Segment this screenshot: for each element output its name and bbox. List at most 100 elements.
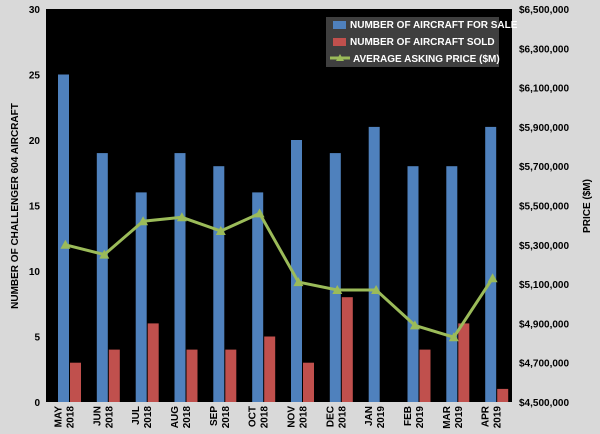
- price-marker: [60, 239, 71, 249]
- y2-tick-label: $6,100,000: [519, 84, 569, 95]
- y-tick-label: 5: [34, 333, 40, 344]
- legend-label-price: AVERAGE ASKING PRICE ($M): [353, 54, 500, 65]
- bar-for-sale: [407, 166, 419, 402]
- legend-box: [326, 17, 499, 67]
- bar-sold: [458, 323, 470, 402]
- bar-for-sale: [291, 140, 302, 402]
- y2-tick-label: $4,700,000: [519, 359, 569, 370]
- bar-for-sale: [96, 153, 108, 402]
- plot-area: [46, 9, 512, 402]
- x-tick-label: AUG 2018: [170, 406, 193, 429]
- bar-sold: [264, 336, 276, 402]
- x-tick-year: 2019: [493, 406, 504, 429]
- y2-tick-label: $5,100,000: [519, 280, 569, 291]
- price-marker: [254, 208, 265, 218]
- y2-tick-label: $6,300,000: [519, 44, 569, 55]
- x-tick-label: FEB 2019: [403, 406, 426, 429]
- x-tick-year: 2019: [454, 406, 465, 429]
- x-tick-label: OCT 2018: [248, 406, 271, 429]
- y2-tick-label: $5,900,000: [519, 123, 569, 134]
- legend-swatch-price-marker: [336, 54, 344, 61]
- x-tick-month: JUN: [92, 406, 103, 426]
- x-tick-month: FEB: [403, 406, 414, 426]
- y-axis-title: NUMBER OF CHALLENGER 604 AIRCRAFT: [10, 103, 21, 309]
- x-tick-year: 2018: [104, 406, 115, 429]
- x-tick-month: JUL: [131, 406, 142, 425]
- legend-swatch-sold: [333, 38, 346, 46]
- x-tick-label: JUN 2018: [92, 406, 115, 429]
- bar-sold: [108, 349, 120, 402]
- x-tick-label: APR 2019: [481, 405, 504, 428]
- bar-for-sale: [213, 166, 225, 402]
- x-tick-label: NOV 2018: [286, 406, 309, 429]
- x-tick-label: MAY 2018: [53, 406, 76, 429]
- x-tick-month: AUG: [170, 406, 181, 428]
- x-tick-year: 2018: [337, 406, 348, 429]
- price-marker: [332, 285, 343, 294]
- price-marker: [448, 332, 459, 342]
- price-marker: [371, 285, 382, 294]
- bar-for-sale: [58, 74, 69, 402]
- bar-for-sale: [446, 166, 458, 402]
- x-tick-year: 2019: [415, 406, 426, 429]
- x-tick-month: APR: [481, 405, 492, 427]
- bar-sold: [70, 362, 81, 402]
- y2-tick-label: $5,500,000: [519, 202, 569, 213]
- y-tick-label: 20: [29, 136, 41, 147]
- x-tick-label: JUL 2018: [131, 406, 154, 429]
- price-marker: [215, 226, 226, 235]
- bar-sold: [341, 297, 353, 402]
- y-tick-label: 0: [34, 398, 40, 409]
- legend-label-for-sale: NUMBER OF AIRCRAFT FOR SALE: [350, 20, 518, 31]
- y2-tick-label: $4,900,000: [519, 319, 569, 330]
- price-marker: [487, 273, 498, 283]
- x-tick-month: MAY: [53, 406, 64, 428]
- y-tick-label: 15: [29, 202, 41, 213]
- bar-for-sale: [174, 153, 186, 402]
- legend: NUMBER OF AIRCRAFT FOR SALE NUMBER OF AI…: [326, 17, 518, 67]
- x-tick-month: OCT: [248, 406, 259, 427]
- y-tick-label: 10: [29, 267, 41, 278]
- bar-for-sale: [252, 192, 264, 402]
- x-tick-month: DEC: [325, 406, 336, 427]
- bar-sold: [147, 323, 159, 402]
- x-tick-month: SEP: [209, 406, 220, 426]
- price-marker: [138, 216, 149, 226]
- y2-axis-title: PRICE ($M): [582, 179, 593, 233]
- x-tick-label: MAR 2019: [442, 405, 465, 429]
- bar-for-sale: [485, 126, 497, 403]
- legend-label-sold: NUMBER OF AIRCRAFT SOLD: [350, 37, 495, 48]
- x-tick-month: MAR: [442, 405, 453, 429]
- x-tick-label: SEP 2018: [209, 406, 232, 429]
- bar-sold: [186, 349, 198, 402]
- bar-sold: [419, 349, 431, 402]
- x-tick-month: JAN: [364, 406, 375, 426]
- bar-sold: [225, 349, 237, 402]
- bar-for-sale: [368, 126, 380, 403]
- price-marker: [176, 212, 187, 222]
- x-tick-month: NOV: [286, 406, 297, 428]
- legend-swatch-for-sale: [333, 21, 346, 29]
- x-tick-year: 2018: [260, 406, 271, 429]
- price-marker: [99, 249, 110, 259]
- x-tick-year: 2019: [376, 406, 387, 429]
- y2-tick-label: $5,300,000: [519, 241, 569, 252]
- bar-for-sale: [135, 192, 147, 402]
- x-tick-year: 2018: [221, 406, 232, 429]
- y2-tick-label: $6,500,000: [519, 5, 569, 16]
- x-tick-year: 2018: [65, 406, 76, 429]
- x-tick-label: JAN 2019: [364, 406, 387, 429]
- x-tick-year: 2018: [143, 406, 154, 429]
- bar-for-sale: [329, 153, 341, 402]
- x-tick-year: 2018: [298, 406, 309, 429]
- y-tick-label: 30: [29, 5, 41, 16]
- price-marker: [293, 277, 304, 287]
- y2-tick-label: $5,700,000: [519, 162, 569, 173]
- bar-sold: [303, 362, 314, 402]
- price-line: [65, 211, 494, 339]
- price-marker: [409, 320, 420, 330]
- y2-tick-label: $4,500,000: [519, 398, 569, 409]
- x-tick-year: 2018: [182, 406, 193, 429]
- y-tick-label: 25: [29, 71, 41, 82]
